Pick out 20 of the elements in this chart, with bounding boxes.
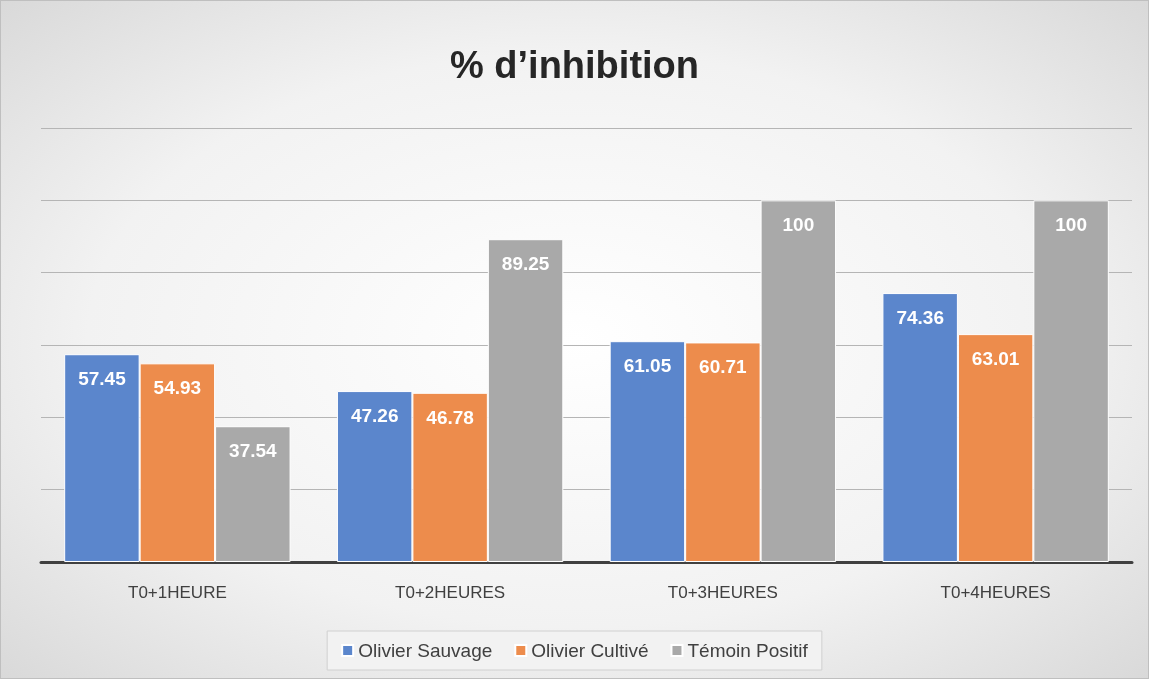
data-label: 37.54	[229, 440, 278, 462]
data-label: 46.78	[426, 406, 474, 428]
data-label: 63.01	[971, 348, 1020, 370]
x-tick-label: T0+2HEURES	[395, 583, 506, 602]
data-label: 60.71	[699, 356, 748, 378]
data-label: 54.93	[153, 377, 202, 399]
data-label: 74.36	[896, 307, 944, 329]
data-label: 57.45	[78, 368, 127, 390]
legend-label: Témoin Positif	[687, 640, 809, 661]
chart-title: % d’inhibition	[449, 44, 700, 86]
data-label: 89.25	[501, 253, 550, 275]
x-tick-label: T0+3HEURES	[667, 583, 778, 602]
legend-label: Olivier Cultivé	[531, 640, 649, 661]
x-tick-label: T0+4HEURES	[940, 583, 1051, 602]
x-tick-label: T0+1HEURE	[128, 583, 227, 602]
data-label: 100	[1055, 214, 1087, 236]
data-label: 100	[782, 214, 815, 236]
legend-label: Olivier Sauvage	[358, 640, 493, 661]
data-label: 61.05	[623, 355, 672, 377]
data-label: 47.26	[350, 405, 399, 427]
